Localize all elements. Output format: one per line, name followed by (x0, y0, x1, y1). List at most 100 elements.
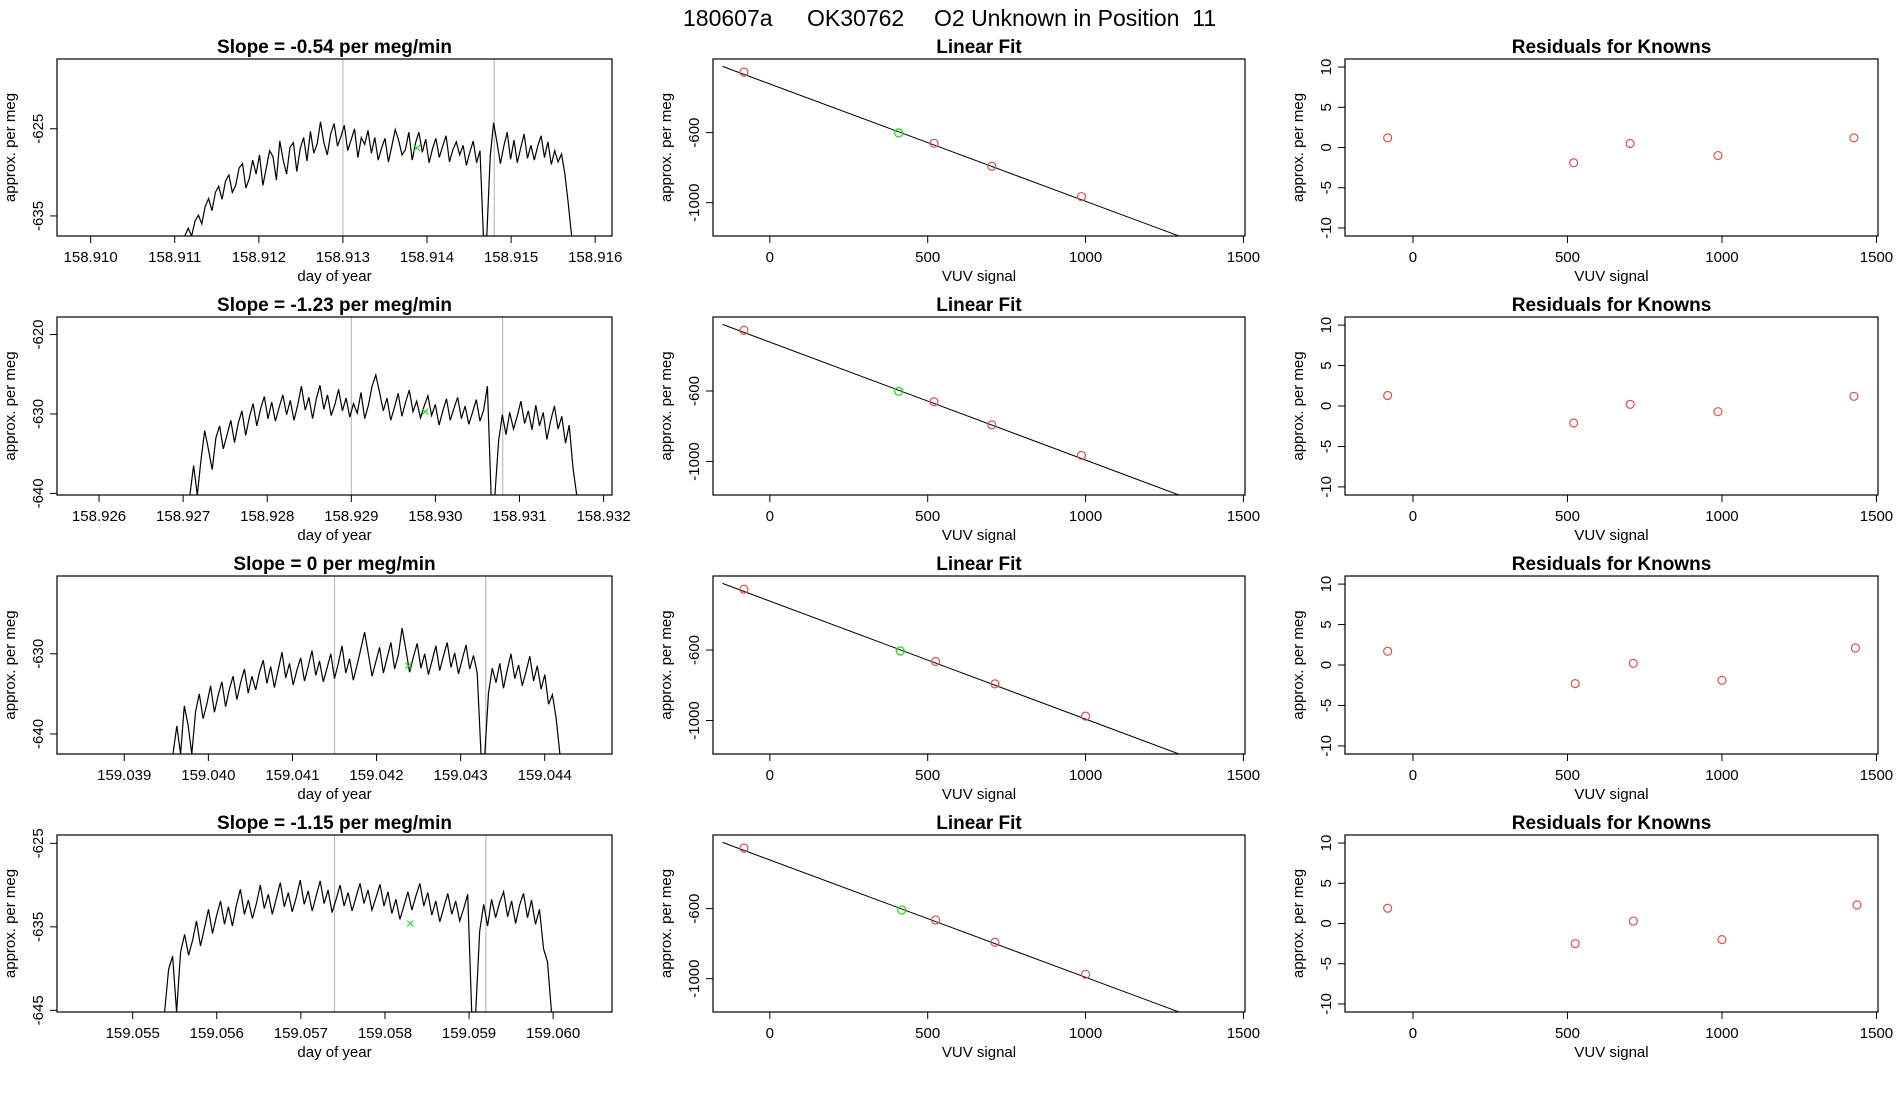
known-point (929, 397, 939, 407)
panel-fit-row4: Linear Fit 0 500 1000 1500 -600 -1000 VUV signa… (658, 813, 1260, 1061)
residual-point (1625, 399, 1635, 409)
x-axis-label: VUV signal (942, 1044, 1016, 1061)
x-tick-label: 0 (1409, 767, 1417, 784)
known-point (1216, 240, 1224, 248)
signal-trace-line (184, 121, 573, 236)
unknown-marker (421, 408, 429, 415)
y-tick-label: -630 (30, 639, 47, 669)
x-tick-label: 1500 (1860, 249, 1893, 266)
plot-frame (712, 834, 1246, 1013)
y-tick-label: 10 (1318, 317, 1335, 334)
residual-point (1852, 900, 1862, 910)
residual-point (1849, 391, 1859, 401)
y-axis-label: approx. per meg (658, 351, 675, 460)
y-tick-label: 10 (1318, 59, 1335, 76)
x-tick-label: 159.043 (434, 767, 488, 784)
known-point (739, 325, 749, 335)
residual-point (1713, 150, 1723, 161)
y-tick-label: 5 (1318, 361, 1335, 369)
plot-area (164, 835, 553, 1012)
y-axis-label: approx. per meg (658, 869, 675, 978)
residual-point (1628, 658, 1638, 668)
residual-point (1717, 675, 1727, 685)
x-tick-label: 159.042 (349, 767, 403, 784)
tank-id: OK30762 (807, 5, 905, 31)
panel-trace-row2: Slope = -1.23 per meg/min 158.926 158.927 1… (2, 295, 631, 544)
y-tick-label: -600 (686, 376, 703, 406)
known-point (739, 67, 749, 77)
x-tick-label: 0 (1409, 1025, 1417, 1042)
x-tick-label: 1000 (1705, 1025, 1738, 1042)
panel-trace-row1: Slope = -0.54 per meg/min 158.910 158.911 1… (2, 37, 622, 285)
x-tick-label: 1500 (1860, 1025, 1893, 1042)
known-point (1080, 711, 1091, 721)
panel-residuals-row4: Residuals for Knowns 0 500 1000 1500 10 5 0 -5 -1… (1290, 813, 1893, 1061)
known-point (1218, 758, 1226, 766)
y-axis-label: approx. per meg (1290, 610, 1307, 719)
plot-area (1383, 900, 1862, 949)
y-tick-label: 5 (1318, 103, 1335, 111)
panel-title: Residuals for Knowns (1512, 813, 1712, 834)
y-tick-label: -600 (686, 894, 703, 924)
signal-trace-line (189, 372, 578, 495)
fit-line (722, 841, 1181, 1012)
x-tick-label: 1500 (1860, 767, 1893, 784)
y-tick-label: -10 (1318, 476, 1335, 498)
y-axis-label: approx. per meg (1290, 351, 1307, 460)
position-label: O2 Unknown in Position 11 (934, 5, 1217, 31)
x-tick-label: 1000 (1705, 508, 1738, 525)
x-tick-label: 158.930 (408, 508, 462, 525)
plot-frame (712, 575, 1246, 755)
panel-title: Linear Fit (936, 554, 1022, 575)
x-tick-label: 158.910 (64, 249, 118, 266)
plot-area (1383, 643, 1861, 689)
y-tick-label: -10 (1318, 993, 1335, 1015)
known-point (987, 420, 997, 430)
plot-frame (56, 575, 613, 755)
plot-area (722, 65, 1224, 248)
plot-frame (712, 58, 1246, 237)
x-axis-label: VUV signal (942, 268, 1016, 285)
panel-fit-row3: Linear Fit 0 500 1000 1500 -600 -1000 VUV signa… (658, 554, 1260, 803)
panel-trace-row3: Slope = 0 per meg/min 159.039 159.040 159.0… (2, 554, 613, 803)
x-tick-label: 159.058 (358, 1025, 412, 1042)
x-tick-label: 159.056 (190, 1025, 244, 1042)
x-axis-label: VUV signal (1574, 1044, 1648, 1061)
panel-title: Slope = -1.23 per meg/min (217, 295, 452, 316)
plot-frame (712, 316, 1246, 496)
y-tick-label: 10 (1318, 576, 1335, 593)
panel-residuals-row1: Residuals for Knowns 0 500 1000 1500 10 5 0 -5 -1… (1290, 37, 1893, 285)
panel-title: Slope = 0 per meg/min (233, 554, 435, 575)
x-tick-label: 158.911 (148, 249, 201, 266)
x-tick-label: 500 (915, 1025, 940, 1042)
x-tick-label: 158.915 (484, 249, 538, 266)
plot-area (172, 576, 561, 754)
x-tick-label: 0 (766, 508, 774, 525)
panel-title: Slope = -0.54 per meg/min (217, 37, 452, 58)
unknown-marker (413, 144, 421, 152)
y-tick-label: -640 (30, 719, 47, 749)
x-tick-label: 0 (1409, 249, 1417, 266)
y-tick-label: 10 (1318, 835, 1335, 852)
panel-title: Residuals for Knowns (1512, 295, 1712, 316)
y-tick-label: -625 (30, 828, 47, 858)
y-axis-label: approx. per meg (1290, 93, 1307, 202)
x-tick-label: 1000 (1705, 767, 1738, 784)
y-axis-label: approx. per meg (2, 351, 19, 460)
signal-trace-line (172, 627, 561, 754)
known-point (987, 161, 997, 171)
y-tick-label: -10 (1318, 735, 1335, 757)
x-tick-label: 500 (915, 508, 940, 525)
x-tick-label: 158.912 (232, 249, 286, 266)
x-tick-label: 1000 (1069, 249, 1102, 266)
x-tick-label: 158.916 (568, 249, 622, 266)
x-tick-label: 500 (1555, 1025, 1580, 1042)
y-axis-label: approx. per meg (658, 610, 675, 719)
x-tick-label: 159.040 (181, 767, 235, 784)
residual-point (1383, 646, 1393, 656)
y-axis-label: approx. per meg (2, 869, 19, 978)
x-tick-label: 159.041 (265, 767, 319, 784)
plot-area (189, 317, 578, 495)
plot-area (1383, 390, 1859, 428)
